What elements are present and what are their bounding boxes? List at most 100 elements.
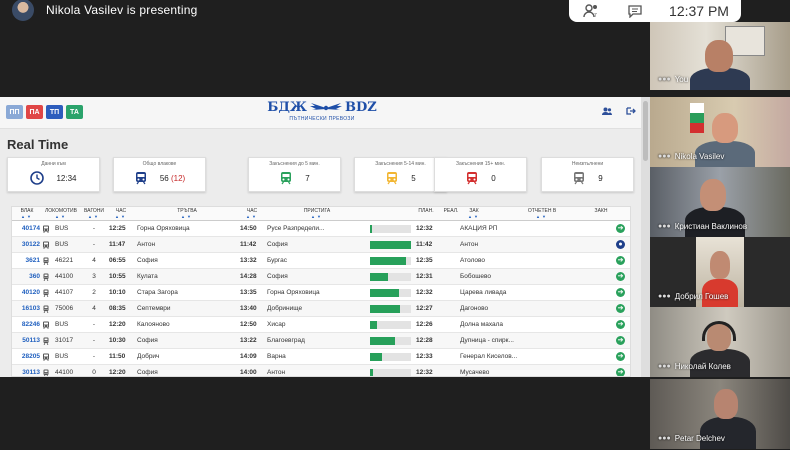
arrow-right-icon[interactable]: ➔ xyxy=(616,352,625,361)
progress-bar xyxy=(370,241,411,249)
train-number[interactable]: 3621 xyxy=(25,257,40,264)
col-arr-time[interactable]: ЧАС ▲▼ xyxy=(246,208,258,219)
table-row[interactable]: 30113 44100 0 12:20 София 14:00 Антон 12:32 Муса… xyxy=(12,365,630,376)
table-row[interactable]: 28205 BUS - 11:50 Добрич 14:09 Варна 12:33 Генер… xyxy=(12,349,630,365)
more-icon[interactable]: ●●● xyxy=(658,76,671,83)
train-icon xyxy=(43,369,49,376)
more-icon[interactable]: ●●● xyxy=(658,293,671,300)
train-number[interactable]: 82246 xyxy=(21,321,40,328)
train-icon xyxy=(43,337,49,346)
locomotive: BUS xyxy=(55,241,69,248)
row-action[interactable]: ➔ xyxy=(616,352,625,361)
bus-icon xyxy=(43,321,49,329)
departs-from: Антон xyxy=(137,241,156,248)
row-action[interactable]: ➔ xyxy=(616,320,625,329)
arrow-right-icon[interactable]: ➔ xyxy=(616,304,625,313)
table-row[interactable]: 3621 46221 4 06:55 София 13:32 Бургас 12:35 Атол… xyxy=(12,253,630,269)
participant-tile[interactable]: ●●● Николай Колев xyxy=(650,307,790,377)
train-number[interactable]: 16103 xyxy=(21,305,40,312)
more-icon[interactable]: ●●● xyxy=(658,153,671,160)
arrow-right-icon[interactable]: ➔ xyxy=(616,272,625,281)
row-action[interactable]: ➔ xyxy=(616,224,625,233)
col-to[interactable]: ПРИСТИГА ▲▼ xyxy=(303,208,331,219)
bus-icon xyxy=(43,241,49,249)
logout-icon[interactable] xyxy=(626,107,636,115)
tab-tp[interactable]: ТП xyxy=(46,105,63,119)
users-icon[interactable] xyxy=(602,107,612,115)
card-not-executed: Неизпълнени 9 xyxy=(541,157,634,192)
table-row[interactable]: 40174 BUS - 12:25 Горна Оряховица 14:50 Русе Р… xyxy=(12,221,630,237)
arrow-right-icon[interactable]: ➔ xyxy=(616,256,625,265)
arrives-to: Хисар xyxy=(267,321,286,328)
table-row[interactable]: 50113 31017 - 10:30 София 13:22 Благоевград 12:… xyxy=(12,333,630,349)
table-row[interactable]: 16103 75006 4 08:35 Септември 13:40 Добринище 1… xyxy=(12,301,630,317)
participant-tile[interactable]: ●●● Добрил Гошев xyxy=(650,237,790,307)
tab-ta[interactable]: ТА xyxy=(66,105,83,119)
table-row[interactable]: 40120 44107 2 10:10 Стара Загора 13:35 Горна О… xyxy=(12,285,630,301)
participant-tile[interactable]: ●●● Petar Delchev xyxy=(650,379,790,449)
card-delay-15: Закъснения 15+ мин. 0 xyxy=(434,157,527,192)
train-number[interactable]: 40174 xyxy=(21,225,40,232)
participant-tile-you[interactable]: ●●● You xyxy=(650,22,790,90)
table-row[interactable]: 30122 BUS - 11:47 Антон 11:42 София 11:42 Антон ● xyxy=(12,237,630,253)
col-wagons[interactable]: ВАГОНИ ▲▼ xyxy=(83,208,105,219)
train-number[interactable]: 28205 xyxy=(21,353,40,360)
people-button[interactable]: 7 xyxy=(569,0,613,22)
record-icon[interactable]: ● xyxy=(616,240,625,249)
row-action[interactable]: ● xyxy=(616,240,625,249)
col-plan[interactable]: ПЛАН. xyxy=(418,208,434,214)
col-loco[interactable]: ЛОКОМОТИВ ▲▼ xyxy=(45,208,77,219)
bus-icon xyxy=(43,353,49,361)
reported-at: Атолово xyxy=(460,257,486,264)
tab-pp[interactable]: ПП xyxy=(6,105,23,119)
table-row[interactable]: 82246 BUS - 12:20 Калояново 12:50 Хисар 12:26 До… xyxy=(12,317,630,333)
departs-from: Стара Загора xyxy=(137,289,178,296)
col-action[interactable]: ЗАКН xyxy=(594,208,608,214)
vehicle-type xyxy=(42,289,52,299)
more-icon[interactable]: ●●● xyxy=(658,223,671,230)
card-label: Закъснения 15+ мин. xyxy=(455,161,506,167)
col-delay[interactable]: ЗАК ▲▼ xyxy=(468,208,480,219)
chat-button[interactable] xyxy=(613,0,657,22)
train-number[interactable]: 40120 xyxy=(21,289,40,296)
arrives-to: Добринище xyxy=(267,305,303,312)
row-action[interactable]: ➔ xyxy=(616,256,625,265)
tab-pa[interactable]: ПА xyxy=(26,105,43,119)
train-number[interactable]: 30122 xyxy=(21,241,40,248)
more-icon[interactable]: ●●● xyxy=(658,363,671,370)
col-real[interactable]: РЕАЛ. xyxy=(443,208,459,214)
train-number[interactable]: 30113 xyxy=(22,369,40,376)
arrow-right-icon[interactable]: ➔ xyxy=(616,368,625,376)
row-action[interactable]: ➔ xyxy=(616,336,625,345)
arrow-right-icon[interactable]: ➔ xyxy=(616,288,625,297)
arrow-right-icon[interactable]: ➔ xyxy=(616,224,625,233)
wagons: - xyxy=(92,353,96,360)
row-action[interactable]: ➔ xyxy=(616,304,625,313)
table-row[interactable]: 360 44100 3 10:55 Кулата 14:28 София 12:31 Бобош… xyxy=(12,269,630,285)
row-action[interactable]: ➔ xyxy=(616,368,625,376)
progress-fill xyxy=(370,273,389,281)
card-value: 0 xyxy=(491,173,496,183)
col-dep-time[interactable]: ЧАС ▲▼ xyxy=(115,208,127,219)
col-from[interactable]: ТРЪГВА ▲▼ xyxy=(177,208,197,219)
arrow-right-icon[interactable]: ➔ xyxy=(616,336,625,345)
screen-scrollbar[interactable] xyxy=(641,97,650,377)
scroll-thumb[interactable] xyxy=(643,101,648,161)
arrives-to: Благоевград xyxy=(267,337,305,344)
progress-bar xyxy=(370,337,411,345)
row-action[interactable]: ➔ xyxy=(616,272,625,281)
participant-tile[interactable]: ●●● Nikola Vasilev xyxy=(650,97,790,167)
card-delay-5: Закъснения до 5 мин. 7 xyxy=(248,157,341,192)
bus-icon xyxy=(43,225,49,233)
col-reported[interactable]: ОТЧЕТЕН В ▲▼ xyxy=(527,208,557,219)
vehicle-type xyxy=(42,273,52,283)
train-number[interactable]: 360 xyxy=(29,273,40,280)
more-icon[interactable]: ●●● xyxy=(658,435,671,442)
card-value: 12:34 xyxy=(56,173,77,183)
col-train[interactable]: ВЛАК ▲▼ xyxy=(20,208,34,219)
arrow-right-icon[interactable]: ➔ xyxy=(616,320,625,329)
train-number[interactable]: 50113 xyxy=(22,337,40,344)
row-action[interactable]: ➔ xyxy=(616,288,625,297)
participant-tile[interactable]: ●●● Кристиан Ваклинов xyxy=(650,167,790,237)
departs-from: София xyxy=(137,257,158,264)
